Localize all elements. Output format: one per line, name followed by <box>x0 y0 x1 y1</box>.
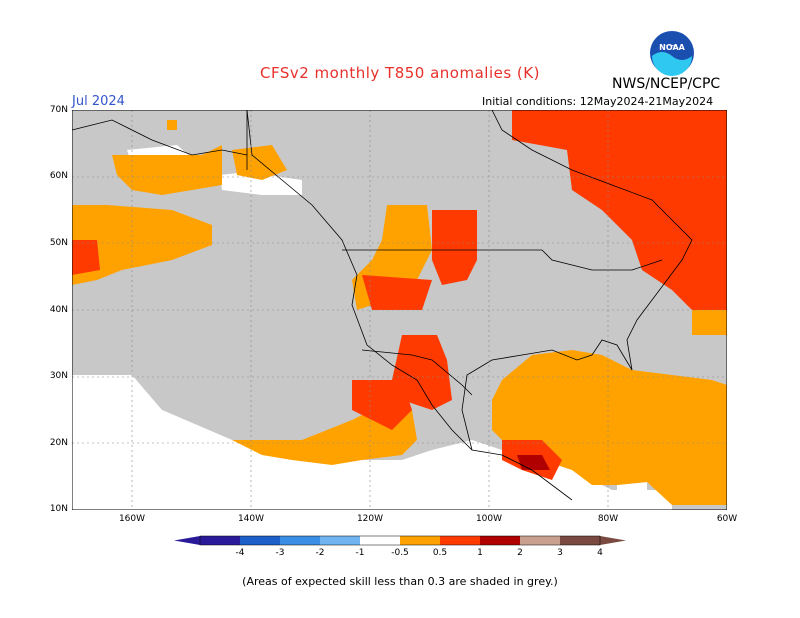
white-region-caribbean <box>617 482 647 505</box>
colorbar-segment <box>400 536 440 545</box>
orange-gulf-caribbean <box>492 350 727 505</box>
logo-text: NOAA <box>659 43 685 52</box>
lon-label-60w: 60W <box>716 514 738 524</box>
red-northern-rockies <box>432 210 477 285</box>
colorbar-labels: -4 -3 -2 -1 -0.5 0.5 1 2 3 4 <box>236 548 604 558</box>
map-title: CFSv2 monthly T850 anomalies (K) <box>260 64 540 82</box>
white-region-alaska <box>220 172 302 195</box>
forecast-month: Jul 2024 <box>72 94 125 109</box>
lon-label-140w: 140W <box>237 514 265 524</box>
colorbar-arrow-high <box>600 536 626 545</box>
colorbar-tick-label: 1 <box>477 548 483 558</box>
noaa-logo-icon: NOAA <box>650 31 694 76</box>
skill-footnote: (Areas of expected skill less than 0.3 a… <box>242 575 558 588</box>
colorbar-tick-label: 2 <box>517 548 523 558</box>
colorbar-segment <box>280 536 320 545</box>
us-canada-border <box>342 249 663 271</box>
lat-label-40n: 40N <box>49 305 68 315</box>
east-coast-line <box>491 110 693 371</box>
red-intermountain <box>362 275 432 310</box>
colorbar-tick-label: -0.5 <box>391 548 409 558</box>
colorbar-segment <box>480 536 520 545</box>
red-pacific-northwest-spot <box>72 240 100 275</box>
lon-label-80w: 80W <box>597 514 619 524</box>
orange-northeast <box>692 310 727 335</box>
white-region-southwest <box>72 375 232 510</box>
colorbar: -4 -3 -2 -1 -0.5 0.5 1 2 3 4 <box>174 535 626 558</box>
orange-gulf-of-alaska-spot <box>167 120 177 130</box>
colorbar-segment <box>320 536 360 545</box>
coastlines <box>72 110 693 501</box>
colorbar-segment <box>240 536 280 545</box>
colorbar-tick-label: 4 <box>597 548 603 558</box>
colorbar-frame <box>199 535 601 546</box>
colorbar-segment <box>560 536 600 545</box>
lat-label-60n: 60N <box>49 171 68 181</box>
lat-label-70n: 70N <box>49 105 68 115</box>
west-coast-line <box>246 110 573 501</box>
orange-bering <box>112 145 222 195</box>
colorbar-segment <box>520 536 560 545</box>
lat-label-30n: 30N <box>49 371 68 381</box>
red-northeast-canada <box>512 110 727 310</box>
gulf-coast-line <box>461 339 633 451</box>
colorbar-segment <box>200 536 240 545</box>
colorbar-tick-label: -1 <box>356 548 365 558</box>
initial-conditions: Initial conditions: 12May2024-21May2024 <box>482 95 714 108</box>
lon-label-100w: 100W <box>475 514 503 524</box>
anomaly-map <box>72 110 727 510</box>
red-anomaly-regions <box>72 110 727 480</box>
colorbar-tick-label: -2 <box>316 548 325 558</box>
colorbar-tick-label: -4 <box>236 548 245 558</box>
lat-label-10n: 10N <box>49 504 68 514</box>
colorbar-tick-label: 3 <box>557 548 563 558</box>
orange-anomaly-regions <box>72 120 727 505</box>
lat-label-50n: 50N <box>49 238 68 248</box>
alaska-coast-line <box>72 119 248 156</box>
lat-label-20n: 20N <box>49 438 68 448</box>
colorbar-segment <box>360 536 400 545</box>
colorbar-tick-label: 0.5 <box>433 548 447 558</box>
graticule <box>72 110 727 510</box>
lon-label-120w: 120W <box>356 514 384 524</box>
red-southwest-mexico <box>392 335 452 410</box>
agency-label: NWS/NCEP/CPC <box>612 76 721 92</box>
orange-north-pacific <box>72 205 212 285</box>
colorbar-segments <box>174 535 626 546</box>
lon-label-160w: 160W <box>118 514 146 524</box>
colorbar-segment <box>440 536 480 545</box>
red-baja <box>352 380 412 430</box>
us-mexico-border <box>361 349 473 396</box>
orange-alaska-coast <box>232 145 287 180</box>
colorbar-tick-label: -3 <box>276 548 285 558</box>
colorbar-arrow-low <box>174 536 200 545</box>
